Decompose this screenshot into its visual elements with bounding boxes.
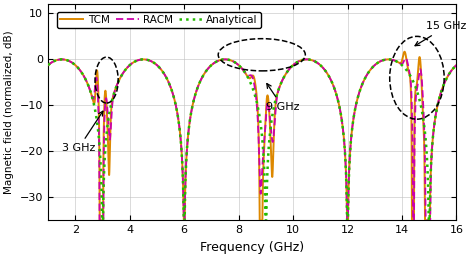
Analytical [45,63,51,67]
Analytical [201,72,207,75]
Line: Analytical: Analytical [48,59,456,220]
RACM [119,73,125,76]
Legend: TCM, RACM, Analytical: TCM, RACM, Analytical [57,12,261,28]
Text: 3 GHz: 3 GHz [62,111,103,154]
Analytical [454,63,459,67]
TCM [381,58,387,61]
RACM [454,63,459,67]
RACM [403,57,409,60]
TCM [350,122,356,125]
Text: 9 GHz: 9 GHz [266,84,300,112]
RACM [311,59,317,62]
TCM [45,63,51,67]
RACM [45,63,51,67]
RACM [350,122,356,125]
Analytical [381,58,387,61]
TCM [119,73,125,76]
Analytical [350,121,356,124]
Analytical [119,73,125,76]
RACM [201,72,207,75]
TCM [290,64,296,67]
Analytical [311,59,317,62]
Analytical [290,64,296,67]
Text: 15 GHz: 15 GHz [415,21,467,46]
Analytical [99,219,105,222]
TCM [401,50,407,53]
RACM [97,219,102,222]
TCM [201,72,207,75]
TCM [97,219,102,222]
Line: RACM: RACM [48,58,456,220]
RACM [381,58,387,61]
Analytical [304,58,310,61]
Line: TCM: TCM [48,52,456,220]
Y-axis label: Magnetic field (normalized, dB): Magnetic field (normalized, dB) [4,30,14,194]
TCM [454,63,459,67]
RACM [290,64,296,67]
X-axis label: Frequency (GHz): Frequency (GHz) [200,241,304,254]
TCM [311,59,317,62]
